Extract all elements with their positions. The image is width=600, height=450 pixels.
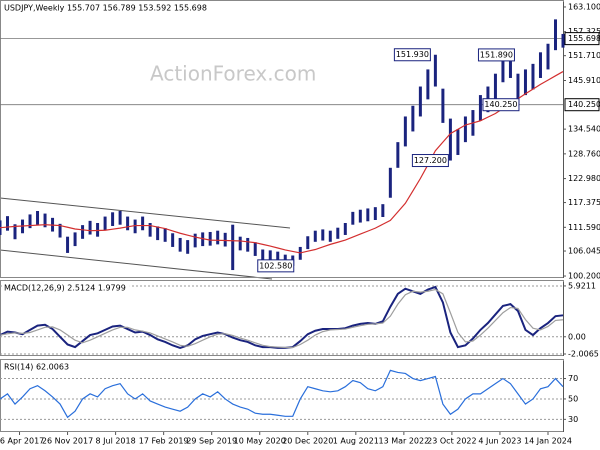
- y-tick-label: 30: [568, 415, 578, 424]
- x-tick-label: 1 Aug 2021: [333, 437, 379, 446]
- watermark: ActionForex.com: [150, 62, 316, 86]
- annotation-box: [477, 48, 515, 62]
- y-tick-label: 134.540: [568, 125, 600, 134]
- y-tick-label: 111.590: [568, 223, 600, 232]
- y-tick-label: -2.0065: [568, 349, 599, 358]
- y-tick-label: 100.200: [568, 272, 600, 281]
- annotation-label: 151.890: [480, 50, 513, 59]
- x-tick-label: 4 Jun 2023: [478, 437, 521, 446]
- x-tick-label: 29 Sep 2019: [186, 437, 237, 446]
- price-label-box: [564, 32, 600, 46]
- y-tick-label: 117.375: [568, 198, 600, 207]
- series-line: [0, 288, 564, 349]
- x-tick-label: 13 Mar 2022: [378, 437, 429, 446]
- y-tick-label: 122.980: [568, 174, 600, 183]
- annotation-label: 140.250: [484, 100, 517, 109]
- channel-line: [0, 249, 273, 280]
- y-tick-label: 50: [568, 394, 578, 403]
- y-tick-label: 151.710: [568, 51, 600, 60]
- price-label-box: [564, 98, 600, 112]
- y-tick-label: 145.910: [568, 76, 600, 85]
- panel-title: MACD(12,26,9) 2.5124 1.9799: [4, 284, 126, 293]
- x-tick-label: 14 Jan 2024: [524, 437, 572, 446]
- x-tick-label: 20 Dec 2020: [282, 437, 333, 446]
- panel-title: RSI(14) 62.0063: [4, 363, 69, 372]
- y-tick-label: 106.045: [568, 247, 600, 256]
- x-tick-label: 26 Nov 2017: [42, 437, 93, 446]
- title-box: [2, 2, 211, 13]
- y-tick-label: 0.00: [568, 332, 586, 341]
- panel-title: USDJPY,Weekly 155.707 156.789 153.592 15…: [4, 4, 207, 13]
- annotation-label: 127.200: [414, 156, 447, 165]
- x-tick-label: 10 May 2020: [234, 437, 286, 446]
- x-tick-label: 16 Apr 2017: [0, 437, 44, 446]
- annotation-box: [393, 48, 431, 62]
- price-label: 140.250: [568, 100, 600, 109]
- channel-line: [0, 197, 291, 229]
- x-tick-label: 17 Feb 2019: [139, 437, 189, 446]
- x-tick-label: 23 Oct 2022: [427, 437, 476, 446]
- series-line: [0, 369, 564, 419]
- annotation-label: 102.580: [259, 261, 292, 270]
- annotation-box: [482, 98, 520, 112]
- x-tick-label: 8 Jul 2018: [96, 437, 136, 446]
- series-line: [0, 71, 564, 254]
- price-label: 155.698: [568, 34, 600, 43]
- annotation-box: [411, 154, 449, 168]
- title-box: [2, 282, 130, 293]
- y-tick-label: 157.325: [568, 27, 600, 36]
- y-tick-label: 5.9211: [568, 281, 596, 290]
- y-tick-label: 128.760: [568, 149, 600, 158]
- annotation-box: [257, 259, 295, 273]
- y-tick-label: 163.100: [568, 2, 600, 11]
- annotation-label: 151.930: [396, 50, 429, 59]
- y-tick-label: 70: [568, 374, 578, 383]
- title-box: [2, 361, 74, 372]
